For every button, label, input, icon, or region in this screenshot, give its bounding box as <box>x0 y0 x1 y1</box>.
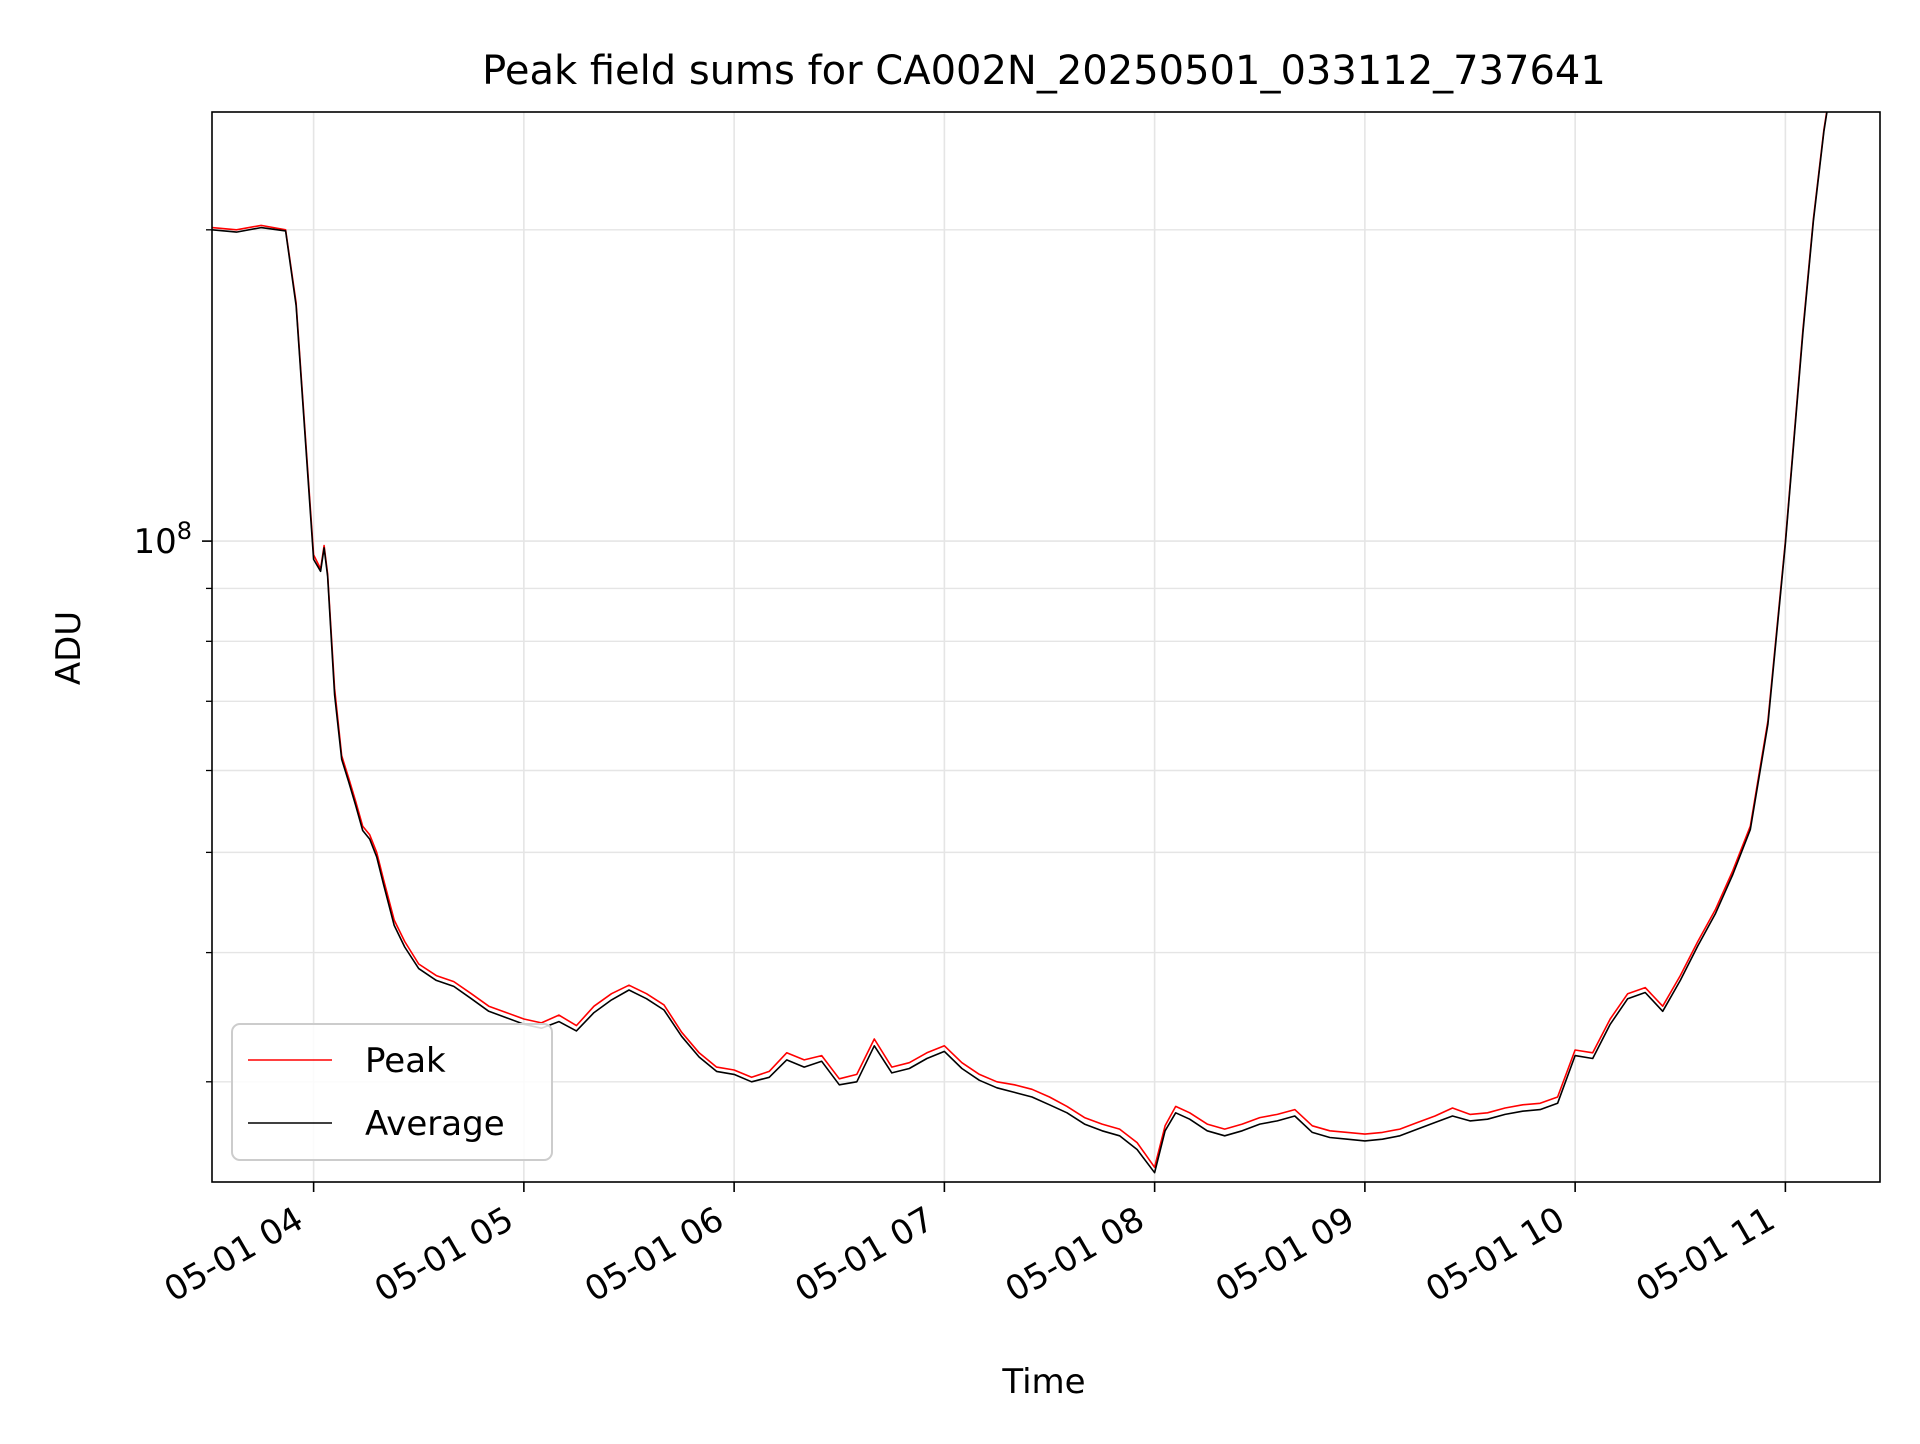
series-line-average <box>212 112 1828 1174</box>
y-tick-label: 108 <box>133 517 192 562</box>
x-axis-label: Time <box>1001 1362 1085 1402</box>
plot-frame <box>211 111 1881 1183</box>
chart-title: Peak field sums for CA002N_20250501_0331… <box>482 48 1606 94</box>
legend-average-label: Average <box>365 1104 505 1144</box>
grid <box>212 112 1880 1182</box>
series-layer <box>212 112 1828 1174</box>
series-line-peak <box>212 112 1828 1169</box>
legend-box <box>231 1023 553 1161</box>
legend: Peak Average <box>231 1023 553 1161</box>
y-axis-label: ADU <box>49 611 89 685</box>
legend-peak-label: Peak <box>365 1041 446 1081</box>
